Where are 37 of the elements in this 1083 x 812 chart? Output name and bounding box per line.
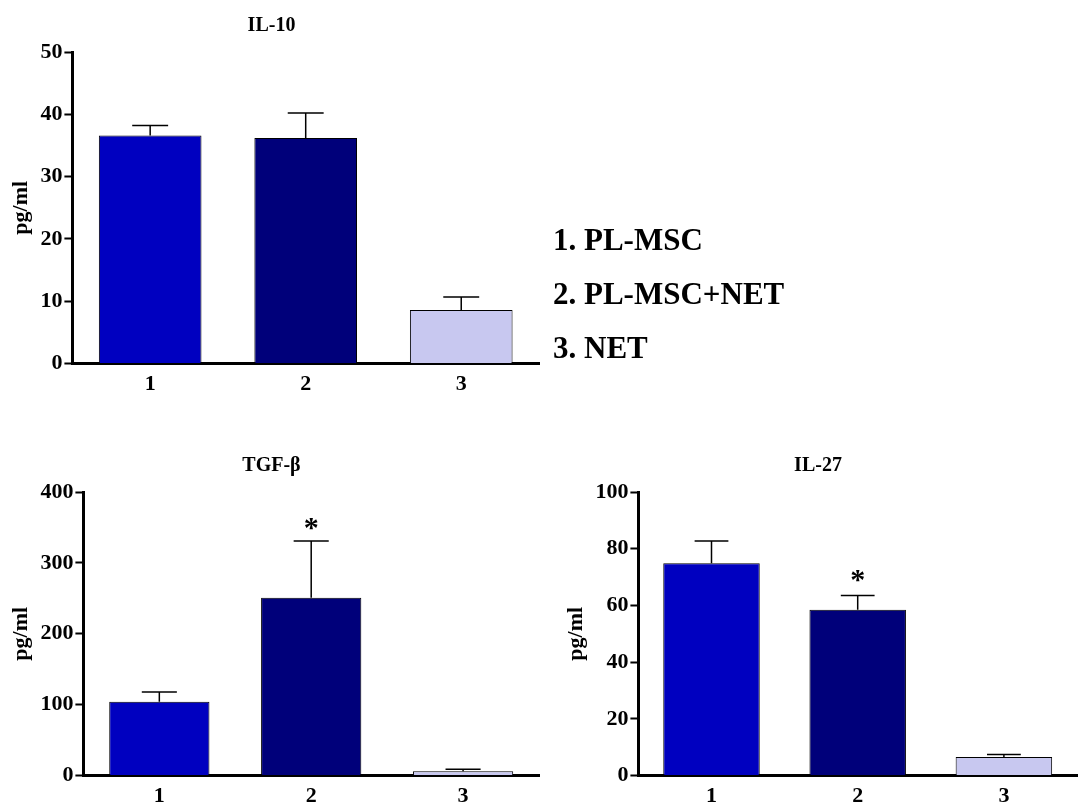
text: 3. NET — [553, 329, 649, 367]
x-tick-label: 2 — [300, 370, 312, 396]
chart-title: IL-10 — [247, 13, 296, 36]
x-tick-label: 1 — [706, 782, 717, 808]
x-tick-label: 3 — [998, 782, 1010, 808]
y-axis-title: pg/ml — [6, 180, 32, 235]
y-tick-label: 80 — [606, 534, 629, 560]
x-tick-label: 2 — [852, 782, 864, 808]
chart-title: IL-27 — [794, 453, 842, 476]
y-tick-label: 200 — [40, 619, 74, 645]
annotation: * — [850, 562, 866, 596]
y-tick-label: 0 — [62, 761, 74, 787]
text: 2. PL-MSC+NET — [553, 275, 785, 313]
x-tick-label: 3 — [457, 782, 469, 808]
x-tick-label: 2 — [305, 782, 317, 808]
text: 1. PL-MSC — [553, 221, 704, 259]
y-tick-label: 0 — [617, 761, 629, 787]
y-tick-label: 50 — [40, 37, 63, 63]
x-tick-label: 3 — [455, 370, 467, 396]
chart-title: TGF-β — [242, 453, 301, 477]
y-tick-label: 300 — [40, 548, 74, 574]
x-tick-label: 1 — [144, 370, 156, 396]
y-tick-label: 100 — [40, 690, 74, 716]
y-tick-label: 20 — [40, 224, 63, 250]
y-tick-label: 40 — [606, 647, 629, 673]
y-axis-title: pg/ml — [6, 606, 32, 661]
y-tick-label: 0 — [51, 349, 63, 375]
y-axis-title: pg/ml — [561, 606, 587, 661]
y-tick-label: 100 — [595, 477, 629, 503]
y-tick-label: 10 — [40, 286, 63, 312]
x-tick-label: 1 — [153, 782, 165, 808]
y-tick-label: 30 — [40, 162, 63, 188]
y-tick-label: 40 — [40, 100, 63, 126]
y-tick-label: 20 — [606, 704, 629, 730]
y-tick-label: 60 — [606, 591, 629, 617]
y-tick-label: 400 — [40, 477, 74, 503]
annotation: * — [303, 509, 319, 543]
